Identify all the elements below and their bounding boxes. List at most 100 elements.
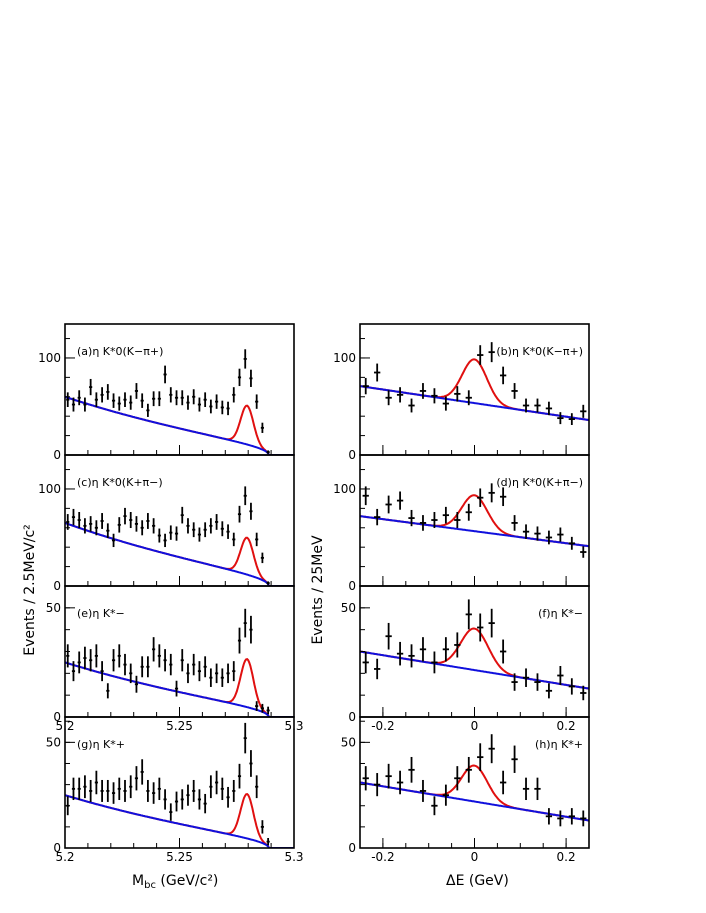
- data-point: [511, 515, 518, 531]
- data-point: [123, 392, 127, 408]
- data-point: [260, 552, 264, 564]
- data-point: [89, 779, 93, 802]
- data-point: [111, 393, 116, 408]
- data-point: [157, 777, 161, 801]
- data-point: [134, 383, 139, 399]
- data-point: [374, 658, 381, 680]
- data-point: [488, 608, 495, 638]
- data-point: [226, 663, 230, 684]
- data-point: [465, 503, 472, 521]
- data-point: [100, 513, 104, 529]
- data-point: [385, 622, 392, 650]
- data-point: [431, 796, 438, 816]
- x-tick-label: -0.2: [371, 850, 394, 864]
- data-point: [557, 810, 564, 827]
- data-point: [499, 639, 507, 664]
- data-point: [431, 388, 438, 404]
- data-point: [580, 404, 587, 418]
- data-point: [106, 523, 110, 539]
- data-point: [174, 526, 179, 541]
- data-point: [396, 491, 404, 510]
- background-fit-curve: [360, 515, 589, 548]
- data-point: [396, 387, 404, 403]
- data-point: [237, 627, 242, 654]
- data-point: [488, 734, 495, 764]
- data-point: [255, 394, 259, 409]
- panel-label: (d)η K*0(K+π−): [496, 476, 583, 489]
- data-point: [232, 779, 236, 802]
- data-point: [396, 641, 404, 666]
- data-point: [100, 661, 104, 682]
- data-point: [209, 668, 213, 687]
- data-point: [465, 390, 472, 406]
- data-point: [192, 522, 196, 538]
- data-point: [477, 345, 484, 365]
- data-point: [157, 644, 161, 668]
- data-point: [83, 775, 87, 799]
- data-point: [374, 363, 381, 382]
- data-point: [163, 649, 167, 672]
- data-point: [442, 784, 450, 806]
- data-point: [362, 486, 369, 506]
- y-tick-label: 50: [46, 601, 61, 615]
- y-tick-label: 0: [348, 448, 356, 462]
- data-point: [83, 397, 87, 412]
- data-point: [249, 502, 253, 520]
- data-point: [260, 703, 264, 713]
- data-point: [266, 706, 270, 715]
- y-tick-label: 0: [348, 579, 356, 593]
- data-point: [431, 651, 438, 674]
- data-point: [100, 387, 104, 403]
- data-point: [66, 392, 70, 408]
- data-point: [146, 403, 150, 417]
- data-point: [374, 773, 381, 797]
- data-point: [180, 789, 184, 810]
- y-tick-label: 0: [53, 841, 61, 855]
- panel-label: (h)η K*+: [535, 738, 583, 751]
- data-point: [568, 413, 575, 425]
- data-point: [77, 651, 81, 674]
- data-point: [203, 522, 207, 538]
- plot-frame: [64, 323, 295, 456]
- background-fit-curve: [360, 781, 589, 822]
- data-point: [249, 615, 253, 644]
- data-point: [152, 782, 156, 804]
- data-point: [385, 763, 392, 789]
- data-point: [152, 391, 156, 407]
- y-tick-label: 0: [348, 841, 356, 855]
- data-point: [129, 395, 133, 410]
- data-point: [465, 756, 472, 783]
- data-point: [169, 525, 173, 540]
- data-point: [385, 495, 392, 514]
- data-point: [499, 366, 507, 385]
- y-tick-label: 0: [53, 448, 61, 462]
- y-tick-label: 100: [38, 351, 61, 365]
- panels-group: 0 100 (a)η K*0(K−π+) 0 100 (b)η K*0(K−π+) 0 100…: [38, 323, 590, 864]
- y-tick-label: 0: [348, 710, 356, 724]
- data-point: [557, 665, 564, 686]
- data-point: [226, 401, 230, 416]
- data-point: [499, 487, 507, 507]
- data-point: [237, 505, 242, 523]
- data-point: [220, 521, 224, 537]
- data-point: [362, 766, 369, 791]
- data-point: [408, 644, 415, 668]
- data-point: [180, 649, 184, 672]
- data-point: [232, 532, 236, 547]
- data-point: [568, 808, 575, 825]
- panel-label: (e)η K*−: [77, 607, 125, 620]
- data-point: [557, 412, 564, 425]
- data-point: [106, 779, 110, 802]
- data-point: [71, 661, 76, 682]
- data-point: [568, 536, 575, 550]
- data-point: [522, 668, 530, 687]
- data-point: [71, 397, 76, 412]
- total-fit-curve: [360, 764, 589, 822]
- data-point: [454, 386, 461, 402]
- data-point: [197, 527, 201, 542]
- data-point: [163, 533, 167, 548]
- data-point: [522, 398, 530, 413]
- data-point: [419, 383, 427, 399]
- y-tick-label: 0: [53, 710, 61, 724]
- plot-frame: [64, 716, 295, 849]
